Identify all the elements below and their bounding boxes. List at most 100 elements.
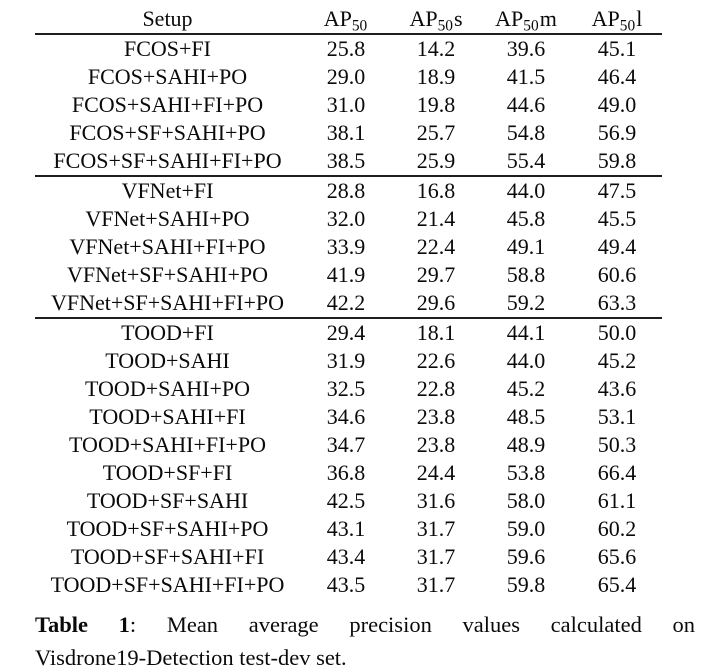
value-cell: 45.2 bbox=[506, 376, 546, 401]
table-row: TOOD+FI 29.4 18.1 44.1 50.0 bbox=[35, 318, 662, 347]
value-cell: 59.8 bbox=[597, 148, 637, 173]
value-cell: 43.5 bbox=[326, 572, 366, 597]
value-cell: 60.6 bbox=[597, 262, 637, 287]
value-cell: 18.1 bbox=[416, 320, 456, 345]
value-cell: 42.2 bbox=[326, 290, 366, 315]
value-cell: 46.4 bbox=[597, 64, 637, 89]
table-row: TOOD+SF+SAHI 42.5 31.6 58.0 61.1 bbox=[35, 487, 662, 515]
value-cell: 22.8 bbox=[416, 376, 456, 401]
value-cell: 60.2 bbox=[597, 516, 637, 541]
table-row: VFNet+SF+SAHI+FI+PO 42.2 29.6 59.2 63.3 bbox=[35, 289, 662, 318]
setup-cell: TOOD+SF+SAHI bbox=[86, 488, 249, 513]
setup-cell: VFNet+SF+SAHI+PO bbox=[66, 262, 269, 287]
setup-cell: VFNet+SAHI+PO bbox=[85, 206, 250, 231]
value-cell: 53.8 bbox=[506, 460, 546, 485]
value-cell: 33.9 bbox=[326, 234, 366, 259]
value-cell: 45.2 bbox=[597, 348, 637, 373]
value-cell: 43.4 bbox=[326, 544, 366, 569]
value-cell: 61.1 bbox=[597, 488, 637, 513]
caption-line-1: Table 1: Mean average precision values c… bbox=[35, 608, 695, 641]
value-cell: 25.9 bbox=[416, 148, 456, 173]
value-cell: 42.5 bbox=[326, 488, 366, 513]
metric-subscript: 50 bbox=[351, 17, 368, 35]
setup-cell: TOOD+SF+SAHI+PO bbox=[66, 516, 269, 541]
setup-cell: TOOD+SAHI+PO bbox=[85, 376, 250, 401]
value-cell: 19.8 bbox=[416, 92, 456, 117]
value-cell: 41.5 bbox=[506, 64, 546, 89]
value-cell: 25.8 bbox=[326, 36, 366, 61]
setup-cell: VFNet+SAHI+FI+PO bbox=[69, 234, 266, 259]
value-cell: 32.0 bbox=[326, 206, 366, 231]
table-row: FCOS+SF+SAHI+PO 38.1 25.7 54.8 56.9 bbox=[35, 119, 662, 147]
column-header-ap50s: AP50s bbox=[392, 5, 480, 34]
metric-base: AP bbox=[591, 6, 620, 31]
value-cell: 18.9 bbox=[416, 64, 456, 89]
column-header-ap50l: AP50l bbox=[572, 5, 662, 34]
value-cell: 31.7 bbox=[416, 516, 456, 541]
value-cell: 48.5 bbox=[506, 404, 546, 429]
caption-colon: : bbox=[129, 612, 137, 637]
value-cell: 49.0 bbox=[597, 92, 637, 117]
value-cell: 49.4 bbox=[597, 234, 637, 259]
value-cell: 50.3 bbox=[597, 432, 637, 457]
metric-suffix: m bbox=[539, 6, 557, 31]
column-header-ap50m: AP50m bbox=[480, 5, 572, 34]
value-cell: 29.6 bbox=[416, 290, 456, 315]
results-table: Setup AP50 AP50s AP50m AP50l FCOS+FI 25.8… bbox=[35, 5, 662, 599]
value-cell: 49.1 bbox=[506, 234, 546, 259]
table-row: FCOS+SF+SAHI+FI+PO 38.5 25.9 55.4 59.8 bbox=[35, 147, 662, 176]
table-row: FCOS+FI 25.8 14.2 39.6 45.1 bbox=[35, 34, 662, 63]
value-cell: 29.7 bbox=[416, 262, 456, 287]
table-row: VFNet+SAHI+PO 32.0 21.4 45.8 45.5 bbox=[35, 205, 662, 233]
table-row: TOOD+SF+SAHI+FI 43.4 31.7 59.6 65.6 bbox=[35, 543, 662, 571]
metric-subscript: 50 bbox=[437, 17, 453, 35]
value-cell: 55.4 bbox=[506, 148, 546, 173]
table-caption: Table 1: Mean average precision values c… bbox=[35, 608, 695, 669]
setup-cell: TOOD+SAHI bbox=[105, 348, 230, 373]
table-row: VFNet+SAHI+FI+PO 33.9 22.4 49.1 49.4 bbox=[35, 233, 662, 261]
setup-cell: FCOS+FI bbox=[123, 36, 211, 61]
metric-suffix: l bbox=[636, 6, 643, 31]
table-header-row: Setup AP50 AP50s AP50m AP50l bbox=[35, 5, 662, 34]
table-row: TOOD+SAHI+PO 32.5 22.8 45.2 43.6 bbox=[35, 375, 662, 403]
value-cell: 54.8 bbox=[506, 120, 546, 145]
value-cell: 38.5 bbox=[326, 148, 366, 173]
setup-cell: FCOS+SF+SAHI+FI+PO bbox=[53, 148, 282, 173]
setup-cell: VFNet+FI bbox=[121, 178, 214, 203]
value-cell: 63.3 bbox=[597, 290, 637, 315]
value-cell: 22.6 bbox=[416, 348, 456, 373]
caption-text-line2: Visdrone19-Detection test-dev set. bbox=[35, 645, 347, 669]
value-cell: 34.6 bbox=[326, 404, 366, 429]
value-cell: 44.1 bbox=[506, 320, 546, 345]
value-cell: 45.8 bbox=[506, 206, 546, 231]
value-cell: 23.8 bbox=[416, 404, 456, 429]
table-body: FCOS+FI 25.8 14.2 39.6 45.1 FCOS+SAHI+PO 29.0 1… bbox=[35, 34, 662, 599]
value-cell: 39.6 bbox=[506, 36, 546, 61]
setup-cell: TOOD+SAHI+FI bbox=[89, 404, 246, 429]
table-row: VFNet+FI 28.8 16.8 44.0 47.5 bbox=[35, 176, 662, 205]
setup-cell: TOOD+SF+SAHI+FI+PO bbox=[50, 572, 285, 597]
value-cell: 58.8 bbox=[506, 262, 546, 287]
table-row: TOOD+SF+SAHI+FI+PO 43.5 31.7 59.8 65.4 bbox=[35, 571, 662, 599]
table-row: TOOD+SF+FI 36.8 24.4 53.8 66.4 bbox=[35, 459, 662, 487]
setup-cell: TOOD+SF+FI bbox=[102, 460, 233, 485]
value-cell: 50.0 bbox=[597, 320, 637, 345]
value-cell: 16.8 bbox=[416, 178, 456, 203]
metric-suffix: s bbox=[453, 6, 463, 31]
value-cell: 43.1 bbox=[326, 516, 366, 541]
value-cell: 31.7 bbox=[416, 572, 456, 597]
value-cell: 44.6 bbox=[506, 92, 546, 117]
value-cell: 45.5 bbox=[597, 206, 637, 231]
metric-base: AP bbox=[495, 6, 524, 31]
value-cell: 66.4 bbox=[597, 460, 637, 485]
column-header-ap50: AP50 bbox=[300, 5, 392, 34]
value-cell: 34.7 bbox=[326, 432, 366, 457]
column-header-setup: Setup bbox=[142, 6, 193, 31]
metric-base: AP bbox=[323, 6, 352, 31]
value-cell: 22.4 bbox=[416, 234, 456, 259]
setup-cell: FCOS+SF+SAHI+PO bbox=[69, 120, 266, 145]
value-cell: 56.9 bbox=[597, 120, 637, 145]
setup-cell: TOOD+SAHI+FI+PO bbox=[69, 432, 266, 457]
value-cell: 53.1 bbox=[597, 404, 637, 429]
table-row: TOOD+SF+SAHI+PO 43.1 31.7 59.0 60.2 bbox=[35, 515, 662, 543]
